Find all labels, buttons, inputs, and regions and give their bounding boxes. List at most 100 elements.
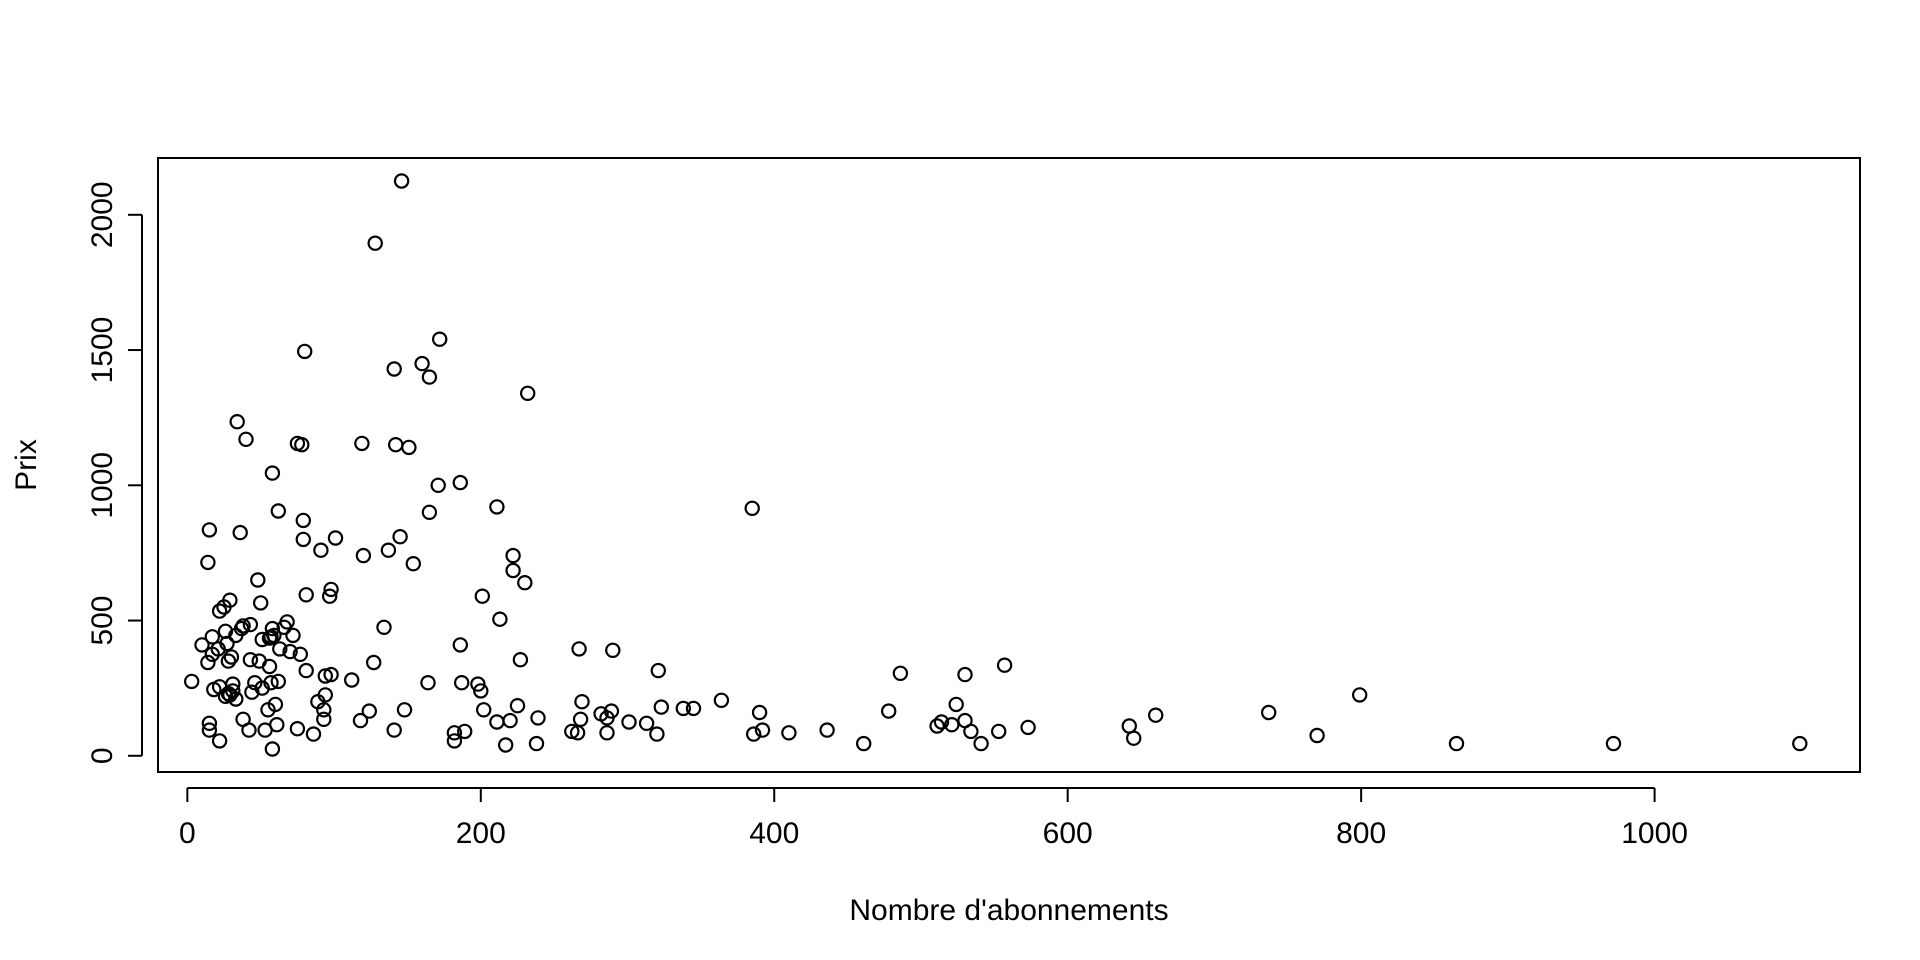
data-point <box>295 512 311 529</box>
data-point <box>1351 687 1368 703</box>
data-point <box>242 652 259 668</box>
data-point <box>220 653 237 669</box>
data-point <box>476 702 492 718</box>
data-point <box>498 737 514 753</box>
data-point <box>263 675 279 691</box>
data-point <box>260 702 276 718</box>
data-point <box>944 717 960 733</box>
data-point <box>517 575 533 591</box>
data-point <box>572 711 589 728</box>
data-point <box>432 331 448 347</box>
data-point <box>366 654 382 671</box>
data-point <box>754 722 771 738</box>
data-point <box>746 726 762 742</box>
data-point <box>509 698 526 714</box>
data-point <box>272 641 288 657</box>
data-point <box>512 652 529 668</box>
data-point <box>297 343 313 360</box>
data-point <box>204 629 220 645</box>
data-point <box>201 522 218 538</box>
data-point <box>313 542 329 558</box>
data-point <box>376 619 392 636</box>
data-point <box>650 662 667 679</box>
data-point <box>520 385 536 401</box>
data-point <box>957 666 973 683</box>
data-point <box>392 529 408 545</box>
data-point <box>264 741 281 757</box>
data-point <box>856 735 872 752</box>
y-axis: 0 500 1000 1500 2000 <box>86 181 143 764</box>
data-point <box>713 692 730 709</box>
data-point <box>238 431 254 447</box>
data-point <box>261 658 278 675</box>
data-point <box>201 715 218 732</box>
x-tick-label: 800 <box>1336 817 1386 850</box>
data-point <box>361 703 377 719</box>
data-point <box>386 722 402 738</box>
data-point <box>653 699 670 715</box>
data-point <box>502 712 518 729</box>
data-point <box>1309 727 1325 744</box>
data-point <box>367 235 383 251</box>
data-point <box>327 530 344 546</box>
data-point <box>569 725 586 741</box>
data-point <box>355 547 372 564</box>
data-point <box>892 665 909 682</box>
data-point <box>317 668 333 684</box>
data-point <box>505 562 521 579</box>
x-tick-label: 1000 <box>1621 817 1688 850</box>
data-point <box>1147 707 1164 723</box>
data-point <box>474 588 490 604</box>
data-point <box>386 361 402 377</box>
data-point <box>571 641 587 657</box>
data-point <box>217 688 234 705</box>
data-point <box>1125 730 1142 746</box>
data-point <box>388 437 404 453</box>
data-point <box>446 725 463 741</box>
data-point <box>298 587 314 603</box>
data-point <box>228 627 244 644</box>
data-point <box>430 477 446 493</box>
data-point <box>996 657 1013 673</box>
data-point <box>1260 704 1277 721</box>
data-point <box>261 630 278 646</box>
data-point <box>295 531 311 548</box>
data-point <box>242 616 259 633</box>
data-point <box>530 710 546 726</box>
data-point <box>380 542 397 558</box>
data-point <box>298 662 314 679</box>
data-point <box>781 725 797 741</box>
y-tick-label: 1000 <box>86 452 119 519</box>
data-point <box>282 643 298 660</box>
data-point <box>289 721 306 737</box>
data-point <box>211 733 228 749</box>
data-point <box>228 691 244 707</box>
data-point <box>819 722 835 738</box>
data-point <box>305 726 322 742</box>
data-point <box>244 684 260 700</box>
data-point <box>204 646 220 663</box>
data-point <box>316 711 332 728</box>
y-axis-title: Prix <box>10 439 43 491</box>
data-point <box>963 723 979 740</box>
data-point <box>505 547 521 564</box>
data-point <box>396 702 413 718</box>
data-point <box>881 703 897 719</box>
data-point <box>457 723 473 740</box>
data-point <box>405 556 421 572</box>
data-point <box>211 603 228 619</box>
data-point <box>621 714 637 730</box>
data-point <box>264 620 281 637</box>
data-point <box>685 700 702 717</box>
data-point <box>454 675 470 691</box>
y-tick-label: 2000 <box>86 181 119 248</box>
data-point <box>323 581 339 598</box>
y-tick-label: 1500 <box>86 317 119 384</box>
data-point <box>201 722 218 738</box>
data-point <box>254 631 270 648</box>
data-point <box>470 676 486 692</box>
data-point <box>675 700 692 717</box>
data-point <box>250 572 266 588</box>
data-point <box>421 369 438 385</box>
data-point <box>933 714 950 730</box>
